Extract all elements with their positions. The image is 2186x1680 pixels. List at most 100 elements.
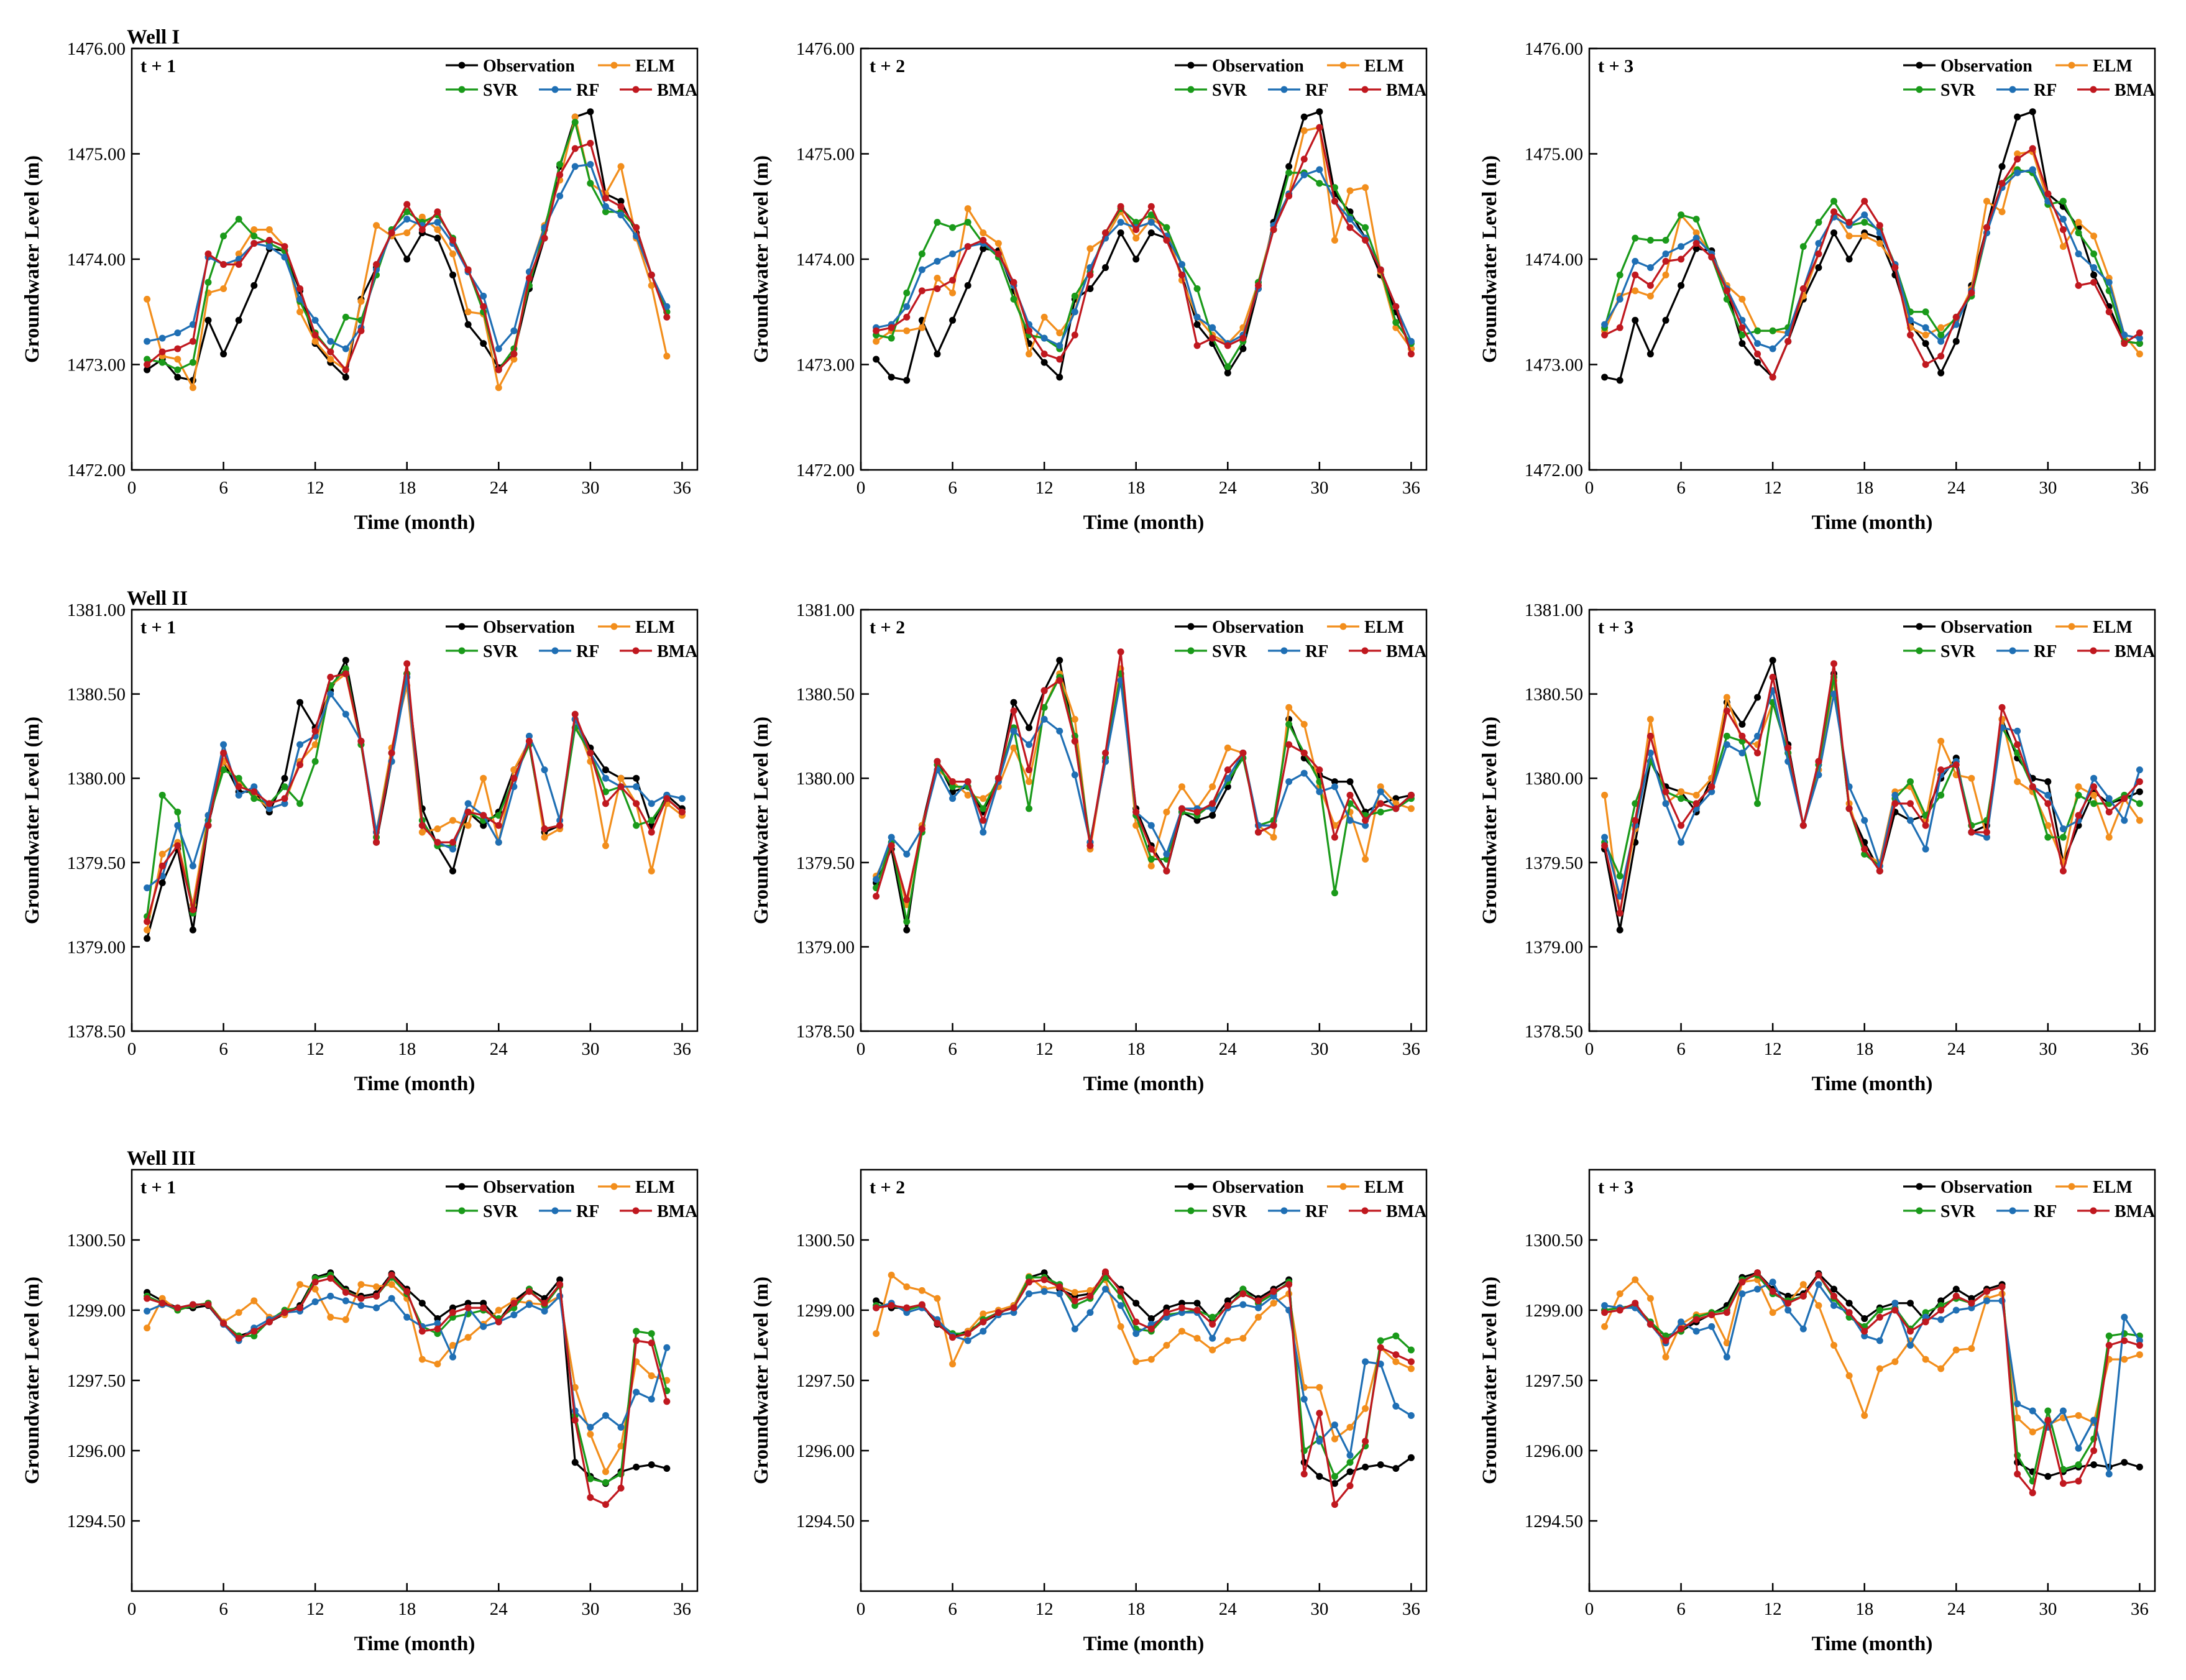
data-point xyxy=(918,324,925,331)
y-tick-label: 1473.00 xyxy=(1525,356,1583,375)
data-point xyxy=(1662,271,1669,278)
legend-label-elm: ELM xyxy=(1364,1178,1404,1197)
data-point xyxy=(1102,750,1109,757)
data-point xyxy=(1071,292,1078,300)
data-point xyxy=(1193,285,1201,292)
data-point xyxy=(342,665,349,672)
data-point xyxy=(1178,805,1185,812)
data-point xyxy=(2029,1407,2036,1415)
data-point xyxy=(434,208,441,216)
data-point xyxy=(1285,192,1293,200)
data-point xyxy=(174,356,181,363)
data-point xyxy=(2014,741,2021,748)
y-tick-label: 1476.00 xyxy=(1525,39,1583,59)
x-tick-label: 0 xyxy=(856,1599,866,1619)
data-point xyxy=(1952,1292,1960,1300)
data-point xyxy=(418,1328,426,1335)
data-point xyxy=(174,808,181,815)
series-rf xyxy=(144,1292,671,1431)
data-point xyxy=(373,1304,380,1311)
data-point xyxy=(903,377,911,384)
data-point xyxy=(1845,1372,1853,1379)
data-point xyxy=(2075,250,2082,258)
legend-label-rf: RF xyxy=(2034,1202,2057,1221)
data-point xyxy=(918,266,925,273)
data-point xyxy=(1010,699,1017,706)
data-point xyxy=(1906,817,1914,824)
data-point xyxy=(281,1309,288,1316)
x-tick-label: 24 xyxy=(1947,1039,1966,1059)
data-point xyxy=(449,817,456,824)
x-axis-label: Time (month) xyxy=(354,512,475,534)
data-point xyxy=(1937,1306,1945,1314)
data-point xyxy=(571,1384,579,1391)
data-point xyxy=(1662,800,1669,807)
data-point xyxy=(1209,812,1216,819)
data-point xyxy=(1769,345,1776,352)
data-point xyxy=(525,732,533,740)
chart-panel-3: 0 6 12 18 24 30 36 1472.00 1473.00 1474.00 1475.00… xyxy=(1479,39,2156,534)
x-tick-label: 12 xyxy=(1036,1039,1054,1059)
series-line-bma xyxy=(1604,147,2141,379)
data-point xyxy=(1769,327,1776,334)
data-point xyxy=(1117,203,1124,210)
series-line-svr xyxy=(146,1274,668,1484)
data-point xyxy=(1040,1276,1048,1283)
data-point xyxy=(1632,817,1639,824)
data-point xyxy=(2105,808,2113,815)
data-point xyxy=(1147,1356,1155,1363)
data-point xyxy=(1662,316,1669,324)
data-point xyxy=(1239,750,1247,757)
data-point xyxy=(980,1310,987,1318)
plot-frame xyxy=(1588,608,2156,1032)
data-point xyxy=(1316,166,1323,173)
data-point xyxy=(1010,744,1017,751)
series-line-observation xyxy=(146,659,683,939)
data-point xyxy=(388,229,395,237)
data-point xyxy=(1377,783,1384,791)
data-point xyxy=(633,1389,640,1396)
data-point xyxy=(1117,648,1124,656)
data-point xyxy=(903,1309,911,1316)
data-point xyxy=(1362,1463,1369,1471)
chart-panel-2: 0 6 12 18 24 30 36 1472.00 1473.00 1474.00 1475.00… xyxy=(750,39,1428,534)
series-bma xyxy=(144,660,686,925)
horizon-label: t + 3 xyxy=(1598,1177,1633,1198)
data-point xyxy=(1922,1309,1929,1316)
data-point xyxy=(2075,229,2082,237)
data-point xyxy=(541,833,548,841)
series-svr xyxy=(1601,1272,2143,1485)
data-point xyxy=(648,271,655,278)
data-point xyxy=(1922,1313,1929,1321)
data-point xyxy=(1362,822,1369,829)
data-point xyxy=(1071,1288,1078,1296)
data-point xyxy=(556,171,564,178)
data-point xyxy=(235,216,242,223)
data-point xyxy=(373,222,380,229)
data-point xyxy=(602,774,609,782)
plot-frame xyxy=(1588,1168,2156,1592)
data-point xyxy=(949,1334,957,1341)
data-point xyxy=(1646,282,1654,289)
data-point xyxy=(1300,1395,1308,1403)
data-point xyxy=(1906,1328,1914,1335)
data-point xyxy=(1040,359,1048,366)
data-point xyxy=(250,795,258,802)
data-point xyxy=(1754,1285,1761,1293)
data-point xyxy=(480,340,487,347)
data-point xyxy=(980,817,987,824)
data-point xyxy=(587,1431,594,1438)
data-point xyxy=(934,351,941,358)
data-point xyxy=(1193,313,1201,321)
data-point xyxy=(189,1301,196,1308)
data-point xyxy=(1040,334,1048,342)
data-point xyxy=(1738,1278,1746,1286)
data-point xyxy=(1845,219,1853,226)
x-tick-label: 30 xyxy=(581,478,599,498)
legend-marker-svr xyxy=(1187,647,1195,654)
data-point xyxy=(327,1275,334,1282)
data-point xyxy=(1362,236,1369,244)
data-point xyxy=(1799,1281,1807,1288)
data-point xyxy=(464,1300,472,1307)
x-tick-label: 6 xyxy=(219,1039,228,1059)
